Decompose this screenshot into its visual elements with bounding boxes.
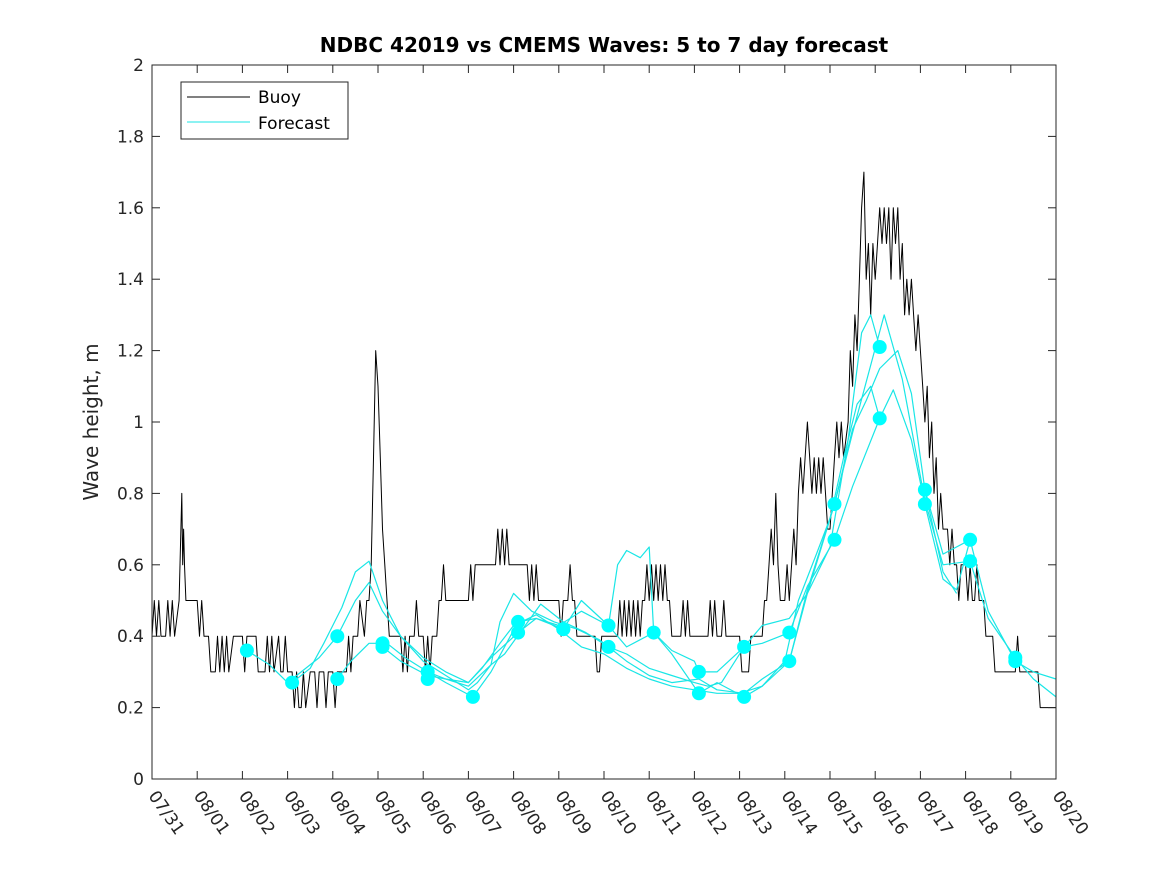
- forecast-marker-18: [737, 689, 752, 704]
- forecast-marker-21: [782, 625, 797, 640]
- chart-title: NDBC 42019 vs CMEMS Waves: 5 to 7 day fo…: [320, 33, 889, 57]
- marker-layer: [239, 340, 1023, 704]
- series-line-forecast-3: [336, 350, 958, 687]
- forecast-marker-5: [375, 636, 390, 651]
- forecast-marker-27: [917, 482, 932, 497]
- forecast-marker-3: [330, 629, 345, 644]
- y-tick-label-0: 0: [133, 770, 144, 790]
- y-tick-label-4: 0.8: [117, 484, 144, 504]
- forecast-marker-19: [737, 639, 752, 654]
- y-tick-label-10: 2: [133, 56, 144, 76]
- forecast-marker-7: [420, 664, 435, 679]
- series-layer: [151, 171, 1057, 709]
- forecast-marker-16: [691, 686, 706, 701]
- y-tick-label-3: 0.6: [117, 556, 144, 576]
- forecast-marker-20: [782, 654, 797, 669]
- forecast-marker-26: [917, 497, 932, 512]
- y-tick-label-1: 0.2: [117, 699, 144, 719]
- forecast-marker-12: [556, 622, 571, 637]
- forecast-marker-28: [963, 554, 978, 569]
- y-tick-label-2: 0.4: [117, 627, 144, 647]
- forecast-marker-15: [646, 625, 661, 640]
- forecast-marker-14: [601, 618, 616, 633]
- legend-box: [180, 81, 349, 140]
- y-axis-label: Wave height, m: [79, 343, 103, 500]
- legend: Buoy Forecast: [180, 81, 349, 140]
- y-tick-label-6: 1.2: [117, 342, 144, 362]
- forecast-marker-29: [963, 532, 978, 547]
- y-tick-label-9: 1.8: [117, 127, 144, 147]
- series-line-buoy-0: [151, 171, 1056, 709]
- forecast-marker-2: [330, 672, 345, 686]
- series-line-forecast-4: [382, 389, 971, 684]
- forecast-marker-1: [285, 675, 300, 690]
- y-tick-label-8: 1.6: [117, 199, 144, 219]
- forecast-marker-0: [239, 643, 254, 658]
- y-tick-label-7: 1.4: [117, 270, 144, 290]
- forecast-marker-31: [1008, 650, 1023, 665]
- forecast-marker-22: [827, 532, 842, 547]
- forecast-marker-25: [872, 340, 887, 354]
- forecast-marker-24: [872, 411, 887, 426]
- forecast-marker-23: [827, 497, 842, 512]
- y-tick-label-5: 1: [133, 413, 144, 433]
- forecast-marker-9: [511, 625, 526, 640]
- legend-label-buoy: Buoy: [258, 88, 301, 108]
- forecast-marker-13: [601, 639, 616, 654]
- forecast-marker-8: [465, 689, 480, 704]
- series-line-forecast-6: [924, 489, 1057, 680]
- legend-label-forecast: Forecast: [258, 114, 330, 134]
- forecast-marker-17: [691, 664, 706, 679]
- forecast-marker-10: [511, 614, 526, 629]
